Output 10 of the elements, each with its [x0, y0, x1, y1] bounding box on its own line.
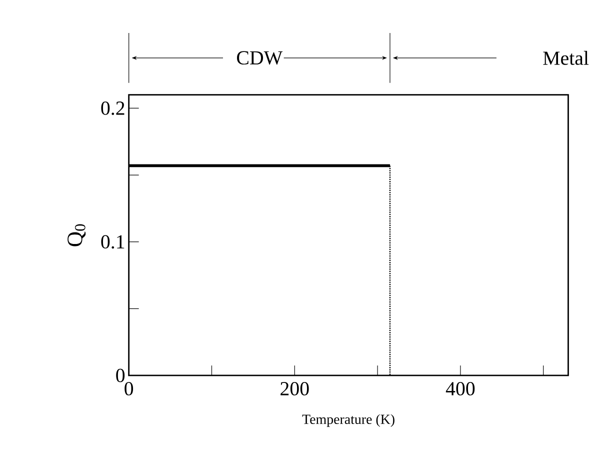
y-tick-label: 0.2: [101, 101, 124, 115]
x-tick-label: 200: [280, 382, 309, 396]
y-axis-title: Q$_{0}$: [68, 224, 86, 246]
x-tick-label: 400: [446, 382, 475, 396]
x-axis-title: Temperature (K): [302, 414, 394, 427]
x-tick-label: 0: [124, 382, 134, 396]
y-tick-label: 0.1: [101, 234, 124, 248]
text: CDW: [237, 51, 283, 64]
text: Metal: [543, 50, 589, 65]
y-tick-label: 0: [116, 368, 125, 382]
